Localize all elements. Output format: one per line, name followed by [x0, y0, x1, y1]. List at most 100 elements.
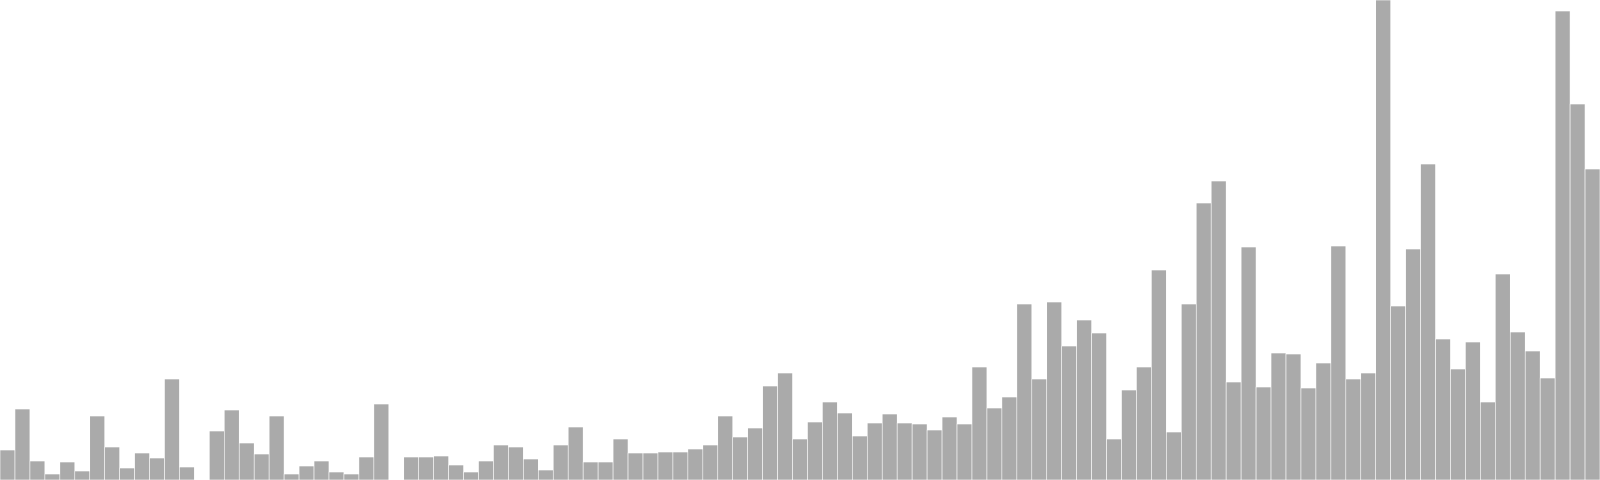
bar-100 — [1495, 273, 1511, 480]
bar-7 — [104, 446, 120, 480]
bar-21 — [313, 460, 330, 480]
bar-10 — [149, 457, 165, 480]
bar-62 — [926, 429, 943, 480]
bar-106 — [1584, 168, 1600, 480]
bar-20 — [298, 465, 315, 480]
bar-70 — [1046, 301, 1062, 480]
bar-36 — [538, 469, 554, 480]
bar-53 — [792, 438, 808, 480]
bar-9 — [134, 452, 150, 480]
bar-76 — [1136, 366, 1152, 480]
bar-95 — [1420, 163, 1436, 480]
bar-67 — [1001, 396, 1018, 480]
bar-28 — [418, 456, 434, 480]
bar-92 — [1375, 0, 1391, 480]
bar-54 — [807, 421, 823, 480]
bar-2 — [29, 460, 46, 480]
bar-97 — [1450, 368, 1466, 480]
bar-52 — [777, 372, 793, 480]
bar-98 — [1465, 341, 1481, 480]
bar-12 — [179, 466, 195, 480]
bar-87 — [1300, 387, 1317, 480]
bar-88 — [1315, 362, 1332, 480]
bar-75 — [1121, 389, 1137, 480]
bar-29 — [433, 455, 449, 480]
bar-8 — [119, 467, 135, 480]
bar-43 — [642, 452, 659, 480]
bar-73 — [1091, 332, 1107, 480]
bar-68 — [1016, 303, 1033, 480]
bar-47 — [702, 444, 719, 480]
bar-93 — [1390, 305, 1406, 480]
bar-49 — [732, 436, 748, 480]
bar-39 — [582, 461, 599, 480]
bar-22 — [328, 471, 345, 480]
bar-17 — [253, 453, 270, 480]
bar-11 — [164, 378, 180, 480]
bar-3 — [44, 473, 61, 480]
bar-18 — [268, 415, 285, 480]
bar-16 — [238, 442, 255, 480]
bar-69 — [1031, 378, 1048, 480]
bar-81 — [1210, 180, 1227, 480]
bar-24 — [358, 456, 375, 480]
bar-90 — [1345, 378, 1362, 480]
bar-57 — [852, 435, 868, 480]
bar-0 — [0, 449, 16, 480]
bar-41 — [612, 438, 629, 480]
bar-38 — [567, 426, 584, 480]
bar-50 — [747, 427, 763, 480]
bar-101 — [1509, 331, 1526, 480]
bar-56 — [837, 412, 853, 480]
bar-15 — [223, 409, 240, 480]
bar-105 — [1569, 103, 1586, 480]
bar-66 — [986, 407, 1003, 480]
bar-5 — [74, 470, 91, 480]
bar-79 — [1181, 303, 1197, 480]
bar-33 — [493, 444, 509, 480]
bar-63 — [941, 416, 958, 480]
bar-46 — [687, 448, 704, 480]
bar-4 — [59, 461, 76, 480]
bar-89 — [1330, 245, 1347, 480]
bar-84 — [1255, 386, 1272, 480]
bar-96 — [1435, 338, 1451, 480]
bar-48 — [717, 415, 734, 480]
bar-82 — [1225, 381, 1242, 480]
bar-14 — [209, 430, 225, 480]
bar-72 — [1076, 319, 1092, 480]
bar-30 — [448, 464, 464, 480]
bar-27 — [403, 456, 419, 480]
bar-31 — [463, 471, 479, 480]
bar-91 — [1360, 372, 1377, 480]
bar-51 — [762, 385, 778, 480]
bar-78 — [1166, 431, 1182, 480]
bar-103 — [1539, 377, 1556, 480]
bar-25 — [373, 403, 390, 480]
bar-37 — [552, 444, 569, 480]
bar-58 — [866, 422, 883, 480]
bar-34 — [508, 446, 524, 480]
bar-83 — [1240, 246, 1257, 480]
bar-99 — [1480, 401, 1496, 480]
bar-74 — [1106, 438, 1122, 480]
bar-60 — [896, 422, 913, 480]
bar-40 — [597, 461, 614, 480]
bar-42 — [627, 452, 644, 480]
bar-64 — [956, 423, 973, 480]
bar-55 — [822, 401, 838, 480]
bar-80 — [1195, 202, 1212, 480]
bar-1 — [14, 408, 31, 480]
bar-45 — [672, 451, 689, 480]
bar-59 — [881, 413, 898, 480]
bar-94 — [1405, 248, 1421, 480]
bar-19 — [283, 473, 300, 480]
bar-23 — [343, 473, 360, 480]
bar-6 — [89, 415, 105, 480]
bar-77 — [1151, 269, 1167, 480]
bar-32 — [478, 460, 494, 480]
bar-85 — [1270, 352, 1287, 480]
